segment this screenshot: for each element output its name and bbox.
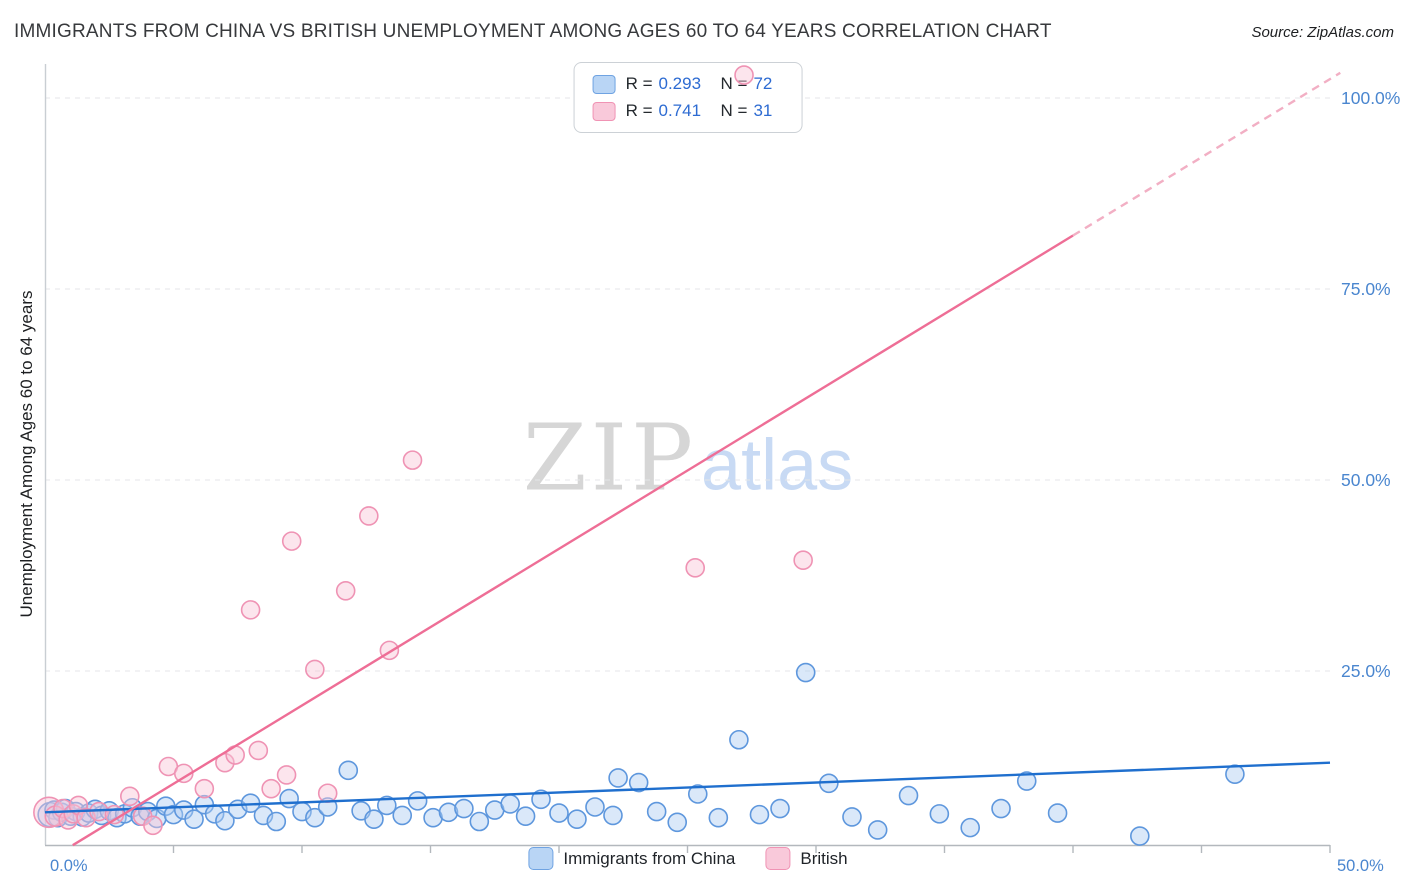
china-legend-swatch xyxy=(592,74,616,94)
trend-line-british xyxy=(72,234,1074,847)
scatter-point-china xyxy=(515,806,536,826)
trend-line-china xyxy=(44,761,1331,814)
scatter-point-china xyxy=(867,820,888,840)
watermark-atlas: atlas xyxy=(701,425,854,506)
source-label: Source: ZipAtlas.com xyxy=(1251,24,1394,41)
scatter-point-british xyxy=(359,506,379,526)
scatter-point-china xyxy=(770,798,790,819)
scatter-point-china xyxy=(338,760,359,781)
china-r-stat: R = 0.293 xyxy=(626,74,711,94)
scatter-point-british xyxy=(793,550,813,571)
scatter-point-china xyxy=(1016,771,1037,791)
scatter-point-china xyxy=(549,803,569,823)
scatter-point-british xyxy=(240,600,261,620)
china-swatch xyxy=(528,847,554,870)
scatter-point-british xyxy=(317,783,338,804)
y-tick-label: 75.0% xyxy=(1341,279,1391,299)
scatter-point-china xyxy=(898,785,919,806)
scatter-point-china xyxy=(960,817,981,838)
scatter-point-china xyxy=(163,804,184,825)
scatter-point-china xyxy=(305,807,325,828)
scatter-point-china xyxy=(1225,764,1245,784)
n-label: N = xyxy=(720,74,748,93)
bottom-legend-item-china[interactable]: Immigrants from China xyxy=(528,847,735,870)
scatter-point-china xyxy=(729,729,749,750)
british-n-stat: N = 31 xyxy=(721,101,784,121)
scatter-point-china xyxy=(266,811,287,832)
scatter-point-british xyxy=(53,798,73,819)
scatter-point-china xyxy=(708,807,729,828)
y-tick-label: 50.0% xyxy=(1341,470,1391,490)
british-legend-swatch xyxy=(592,101,616,121)
legend-row-british: R = 0.741 N = 31 xyxy=(592,101,784,121)
legend-box: R = 0.293 N = 72 R = 0.741 N = 31 xyxy=(573,62,803,133)
british-series-label: British xyxy=(800,848,848,868)
scatter-point-british xyxy=(261,778,281,799)
r-label: R = xyxy=(625,74,653,93)
n-value: 31 xyxy=(753,101,773,120)
scatter-point-china xyxy=(991,798,1011,819)
scatter-point-china xyxy=(1047,803,1068,823)
scatter-point-china xyxy=(377,795,397,816)
british-swatch xyxy=(765,847,791,870)
y-tick-label: 25.0% xyxy=(1341,661,1391,681)
scatter-point-british xyxy=(248,740,269,761)
legend-row-china: R = 0.293 N = 72 xyxy=(592,74,784,94)
scatter-point-china xyxy=(795,662,816,683)
scatter-point-china xyxy=(628,772,649,793)
scatter-point-british xyxy=(281,531,302,551)
scatter-point-china xyxy=(608,768,628,788)
scatter-point-china xyxy=(667,812,688,833)
scatter-point-china xyxy=(500,794,520,814)
scatter-point-british xyxy=(305,659,325,680)
scatter-point-china xyxy=(567,809,587,830)
scatter-point-china xyxy=(646,801,667,822)
scatter-point-china xyxy=(585,797,605,817)
scatter-point-british xyxy=(335,580,356,601)
scatter-point-china xyxy=(407,791,428,811)
scatter-point-china xyxy=(184,809,204,830)
british-r-stat: R = 0.741 xyxy=(626,101,711,121)
scatter-point-british xyxy=(685,558,706,578)
china-n-stat: N = 72 xyxy=(721,74,784,94)
scatter-point-british xyxy=(143,815,163,836)
scatter-point-china xyxy=(392,805,413,826)
y-tick-label: 100.0% xyxy=(1341,88,1400,108)
scatter-point-british xyxy=(120,786,140,807)
r-value: 0.293 xyxy=(658,74,702,93)
scatter-point-china xyxy=(438,802,459,823)
scatter-point-china xyxy=(215,810,235,831)
scatter-point-china xyxy=(469,811,490,832)
scatter-point-china xyxy=(842,807,862,827)
bottom-legend: Immigrants from China British xyxy=(528,847,848,870)
n-label: N = xyxy=(720,101,748,120)
bottom-legend-item-british[interactable]: British xyxy=(765,847,848,870)
scatter-point-china xyxy=(364,809,384,830)
scatter-point-china xyxy=(1130,826,1150,846)
scatter-point-china xyxy=(603,805,623,826)
scatter-point-china xyxy=(531,789,551,810)
scatter-point-china xyxy=(929,804,950,824)
scatter-point-british xyxy=(402,450,423,470)
x-tick-label-max: 50.0% xyxy=(1337,857,1384,875)
scatter-point-china xyxy=(454,798,474,819)
scatter-point-british xyxy=(276,765,297,785)
scatter-point-china xyxy=(687,784,708,804)
watermark: ZIP atlas xyxy=(523,405,853,512)
scatter-point-china xyxy=(749,804,770,825)
watermark-zip: ZIP xyxy=(522,404,698,512)
trend-line-british-ext xyxy=(1072,71,1341,237)
scatter-point-british xyxy=(194,778,215,799)
china-series-label: Immigrants from China xyxy=(563,848,736,868)
r-label: R = xyxy=(625,101,653,120)
page-title: IMMIGRANTS FROM CHINA VS BRITISH UNEMPLO… xyxy=(14,21,1052,42)
n-value: 72 xyxy=(753,74,773,93)
r-value: 0.741 xyxy=(658,101,702,120)
x-tick-label-min: 0.0% xyxy=(50,857,88,875)
